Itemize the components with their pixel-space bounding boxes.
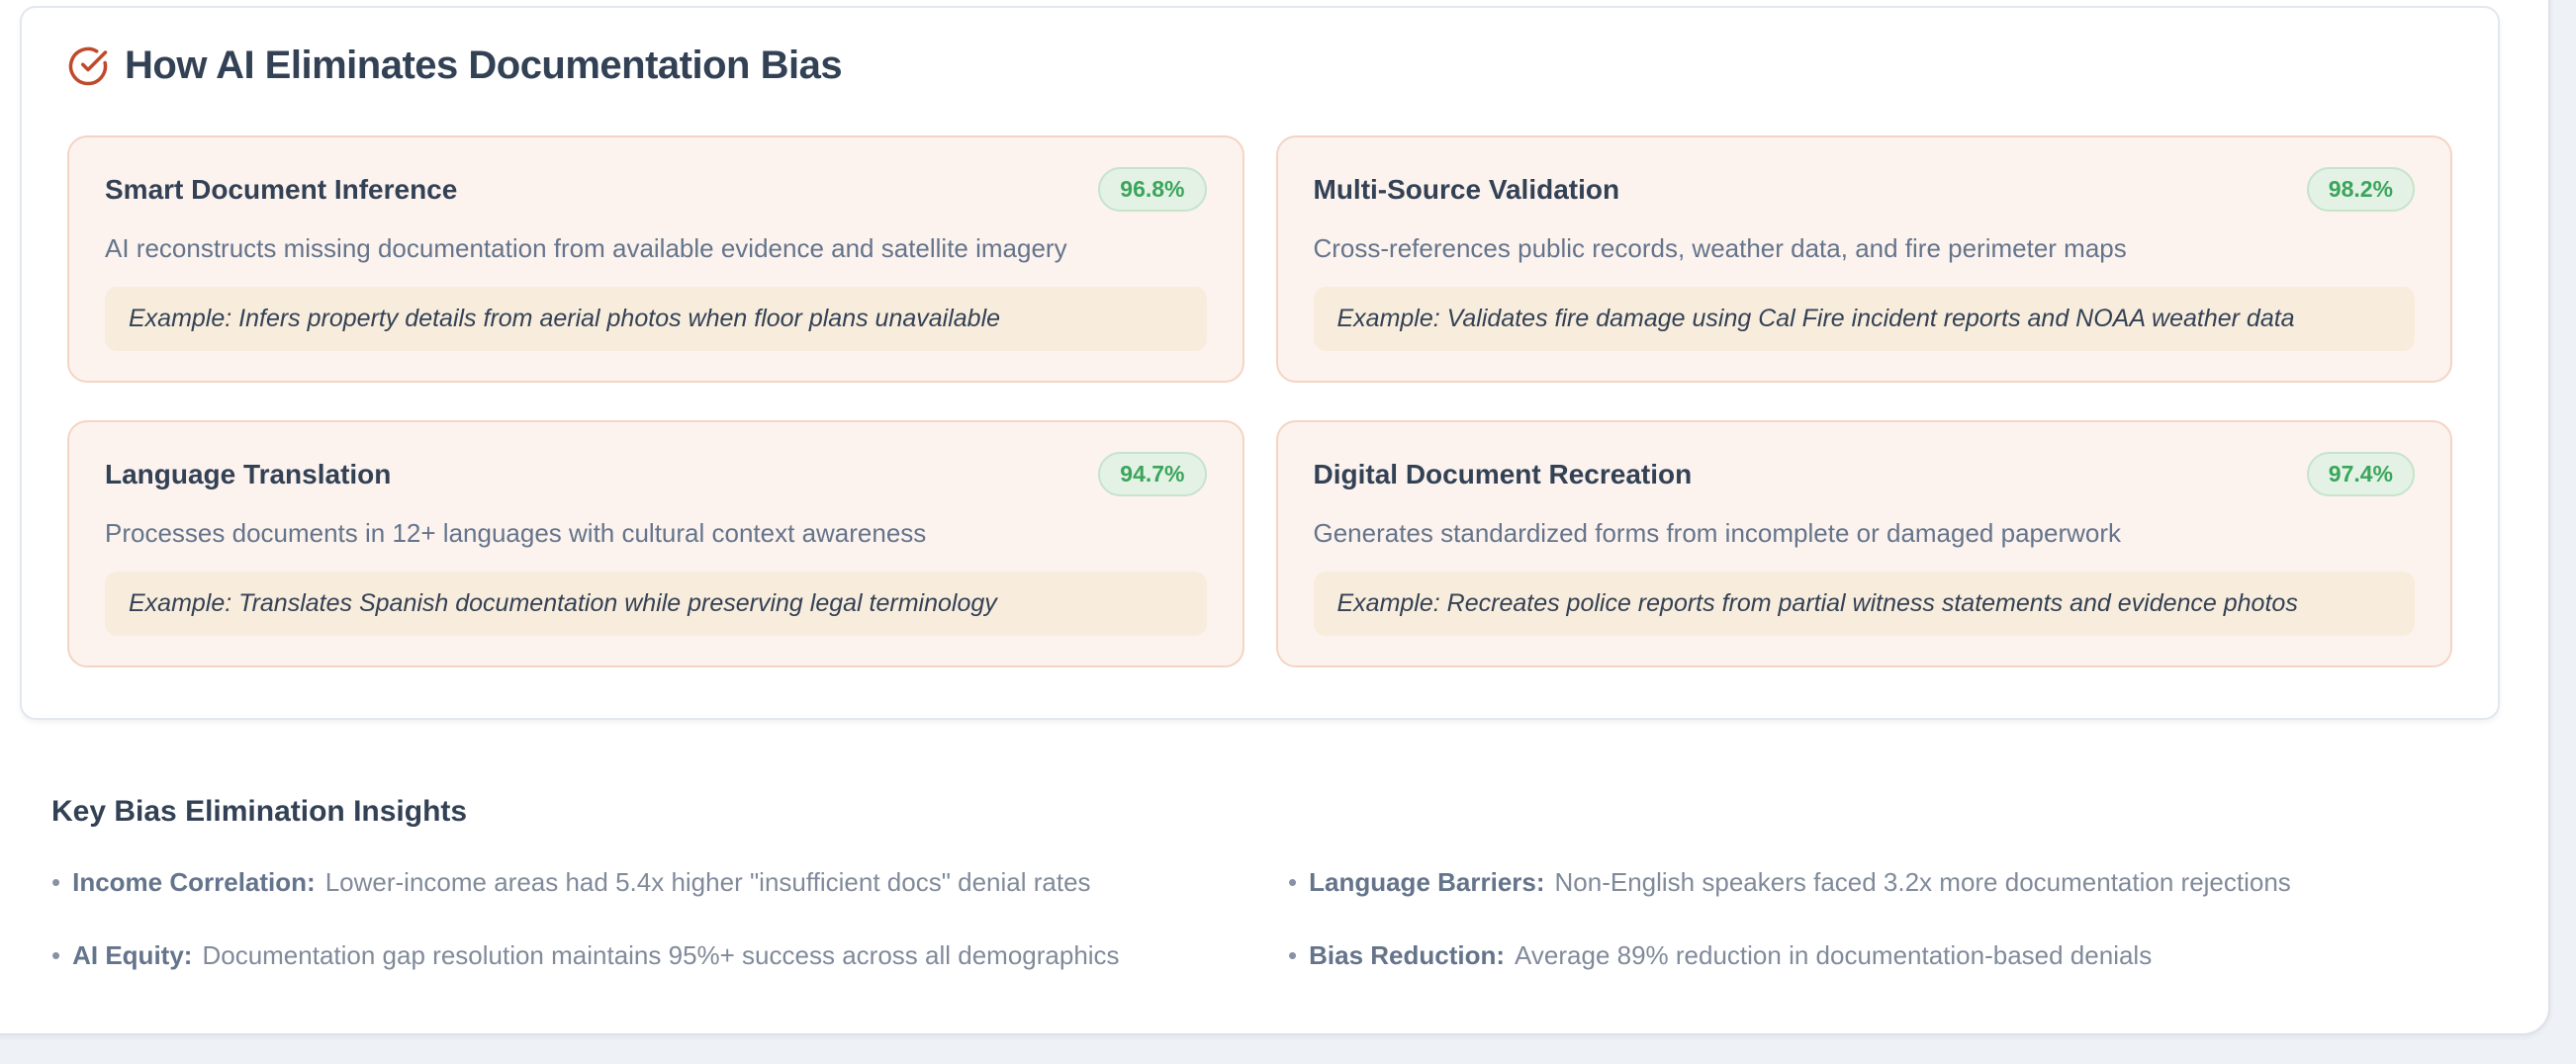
accuracy-badge: 94.7%	[1098, 452, 1207, 496]
card-example: Example: Translates Spanish documentatio…	[105, 572, 1207, 636]
feature-card-digital-document-recreation: Digital Document Recreation 97.4% Genera…	[1275, 420, 2452, 667]
card-description: Cross-references public records, weather…	[1313, 233, 2127, 263]
card-head: Language Translation 94.7%	[105, 452, 1207, 496]
page-title: How AI Eliminates Documentation Bias	[125, 44, 843, 87]
bullet-dot: •	[1288, 867, 1298, 897]
feature-card-language-translation: Language Translation 94.7% Processes doc…	[67, 420, 1244, 667]
insight-ai-equity: • AI Equity: Documentation gap resolution …	[51, 939, 1288, 971]
documentation-bias-panel: How AI Eliminates Documentation Bias Sma…	[20, 6, 2500, 720]
panel-header: How AI Eliminates Documentation Bias	[67, 44, 2452, 88]
feature-card-multi-source-validation: Multi-Source Validation 98.2% Cross-refe…	[1275, 135, 2452, 383]
insight-text: Lower-income areas had 5.4x higher "insu…	[324, 867, 1091, 897]
accuracy-badge: 98.2%	[2306, 167, 2415, 212]
card-example: Example: Recreates police reports from p…	[1313, 572, 2415, 636]
insights-heading: Key Bias Elimination Insights	[51, 795, 468, 828]
feature-card-smart-document-inference: Smart Document Inference 96.8% AI recons…	[67, 135, 1244, 383]
card-example: Example: Infers property details from ae…	[105, 287, 1207, 351]
insight-language-barriers: • Language Barriers: Non-English speakers …	[1288, 866, 2525, 898]
insight-text: Non-English speakers faced 3.2x more doc…	[1554, 867, 2291, 897]
insight-bias-reduction: • Bias Reduction: Average 89% reduction in…	[1288, 939, 2525, 971]
accuracy-badge: 96.8%	[1098, 167, 1207, 212]
card-title: Smart Document Inference	[105, 173, 458, 205]
card-head: Digital Document Recreation 97.4%	[1313, 452, 2415, 496]
accuracy-badge: 97.4%	[2306, 452, 2415, 496]
insight-income-correlation: • Income Correlation: Lower-income areas h…	[51, 866, 1288, 898]
check-circle-icon	[68, 46, 108, 85]
card-title: Multi-Source Validation	[1313, 173, 1620, 205]
insight-text: Average 89% reduction in documentation-b…	[1515, 940, 2153, 970]
insight-label: Bias Reduction:	[1309, 940, 1506, 970]
insight-text: Documentation gap resolution maintains 9…	[202, 940, 1120, 970]
insight-label: Language Barriers:	[1309, 867, 1545, 897]
feature-cards-grid: Smart Document Inference 96.8% AI recons…	[67, 135, 2452, 667]
card-title: Language Translation	[105, 458, 392, 489]
bullet-dot: •	[51, 867, 61, 897]
bullet-dot: •	[51, 940, 61, 970]
insight-label: Income Correlation:	[72, 867, 316, 897]
key-insights-section: Key Bias Elimination Insights • Income Co…	[51, 795, 2525, 971]
card-description: Processes documents in 12+ languages wit…	[105, 518, 927, 548]
card-example: Example: Validates fire damage using Cal…	[1313, 287, 2415, 351]
card-head: Smart Document Inference 96.8%	[105, 167, 1207, 212]
insight-label: AI Equity:	[72, 940, 193, 970]
card-title: Digital Document Recreation	[1313, 458, 1693, 489]
insights-grid: • Income Correlation: Lower-income areas h…	[51, 866, 2525, 971]
bullet-dot: •	[1288, 940, 1298, 970]
card-description: Generates standardized forms from incomp…	[1313, 518, 2122, 548]
card-head: Multi-Source Validation 98.2%	[1313, 167, 2415, 212]
card-description: AI reconstructs missing documentation fr…	[105, 233, 1067, 263]
